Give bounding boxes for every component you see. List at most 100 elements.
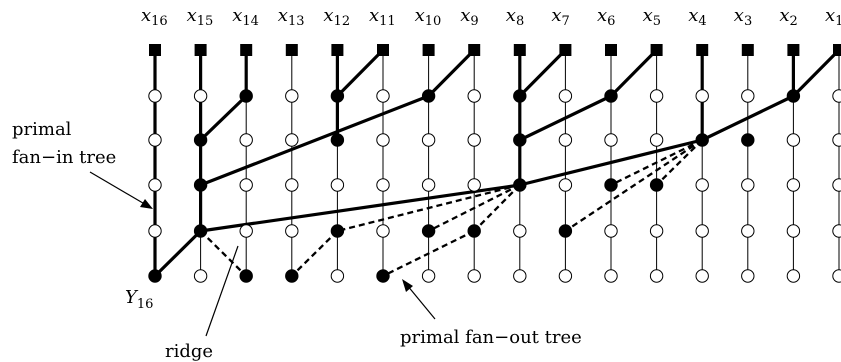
empty-node <box>148 89 162 103</box>
fan-in-label-line1: primal <box>12 119 72 140</box>
empty-node <box>649 89 664 103</box>
input-node-square <box>377 44 389 56</box>
column-label: x11 <box>369 5 396 29</box>
empty-node <box>695 224 709 238</box>
empty-node <box>193 269 208 283</box>
fan-out-edge <box>655 139 704 186</box>
empty-node <box>832 133 841 147</box>
column-label: x1 <box>825 5 841 29</box>
empty-node <box>741 224 755 238</box>
grid-nodes <box>148 44 841 283</box>
fan-in-edge <box>199 94 248 142</box>
column-label: x6 <box>597 5 615 29</box>
empty-node <box>604 224 618 238</box>
empty-node <box>786 269 801 283</box>
fan-out-edge <box>337 183 521 233</box>
empty-node <box>832 178 841 192</box>
fan-out-arrow-shaft <box>406 284 436 320</box>
empty-node <box>649 224 664 238</box>
empty-node <box>239 224 253 238</box>
column-label: x16 <box>141 5 168 29</box>
column-label: x3 <box>734 5 752 29</box>
filled-node <box>239 89 253 103</box>
fan-out-tree-edges <box>154 49 840 278</box>
input-node-square <box>559 44 572 56</box>
filled-node <box>513 133 527 147</box>
empty-node <box>832 224 841 238</box>
empty-node <box>649 269 664 283</box>
input-node-square <box>194 44 207 56</box>
annotations: primal fan−in tree Y16 ridge primal fan−… <box>12 119 582 362</box>
empty-node <box>376 89 390 103</box>
column-label: x7 <box>551 5 569 29</box>
fan-out-edge <box>428 183 521 233</box>
column-label: x9 <box>460 5 478 29</box>
input-node-square <box>422 44 435 56</box>
input-node-square <box>331 44 344 56</box>
empty-node <box>695 89 709 103</box>
empty-node <box>285 133 299 147</box>
filled-node <box>330 89 345 103</box>
empty-node <box>467 133 481 147</box>
filled-node <box>148 269 162 283</box>
empty-node <box>786 178 801 192</box>
empty-node <box>148 178 162 192</box>
filled-node <box>239 269 253 283</box>
empty-node <box>421 133 436 147</box>
fan-in-arrow-shaft <box>89 171 149 207</box>
column-label: x12 <box>323 5 350 29</box>
column-labels: x16 x15 x14 x13 x12 x11 x10 x9 x8 x7 x6 x5 x4 x3 x2 x1 <box>141 5 841 29</box>
empty-node <box>558 269 573 283</box>
empty-node <box>285 178 299 192</box>
fan-out-edge <box>382 229 475 278</box>
column-label: x13 <box>278 5 305 29</box>
filled-node <box>741 133 755 147</box>
empty-node <box>330 178 345 192</box>
filled-node <box>330 133 345 147</box>
column-label: x10 <box>415 5 442 29</box>
fan-out-edge <box>519 138 703 187</box>
empty-node <box>330 269 345 283</box>
empty-node <box>558 89 573 103</box>
column-label: x5 <box>643 5 661 29</box>
fan-in-edge <box>609 48 659 98</box>
filled-node <box>649 178 664 192</box>
ridge-pointer <box>205 245 239 337</box>
fan-in-edge <box>335 48 385 98</box>
empty-node <box>649 133 664 147</box>
filled-node <box>558 224 573 238</box>
empty-node <box>604 269 618 283</box>
empty-node <box>786 133 801 147</box>
empty-node <box>239 178 253 192</box>
empty-node <box>376 133 390 147</box>
empty-node <box>695 269 709 283</box>
output-y16-label: Y16 <box>125 287 153 312</box>
filled-node <box>786 89 801 103</box>
empty-node <box>376 224 390 238</box>
filled-node <box>604 89 618 103</box>
empty-node <box>467 89 481 103</box>
empty-node <box>741 89 755 103</box>
input-node-square <box>149 44 161 56</box>
input-node-square <box>650 44 663 56</box>
empty-node <box>741 178 755 192</box>
empty-node <box>513 269 527 283</box>
empty-node <box>421 178 436 192</box>
ridge-label: ridge <box>165 341 213 362</box>
input-node-square <box>833 44 841 56</box>
fan-in-edge <box>427 48 476 98</box>
empty-node <box>148 133 162 147</box>
input-node-square <box>240 44 253 56</box>
filled-node <box>330 224 345 238</box>
filled-node <box>513 89 527 103</box>
input-node-square <box>605 44 617 56</box>
fan-out-label: primal fan−out tree <box>400 327 582 348</box>
fan-out-edge <box>200 183 520 233</box>
fan-out-edge <box>473 184 521 232</box>
column-label: x2 <box>779 5 797 29</box>
fan-out-arrow-head <box>402 279 413 292</box>
column-label: x15 <box>187 5 214 29</box>
fan-in-edge <box>518 94 613 142</box>
filled-node <box>421 89 436 103</box>
fan-in-edge <box>518 48 568 98</box>
